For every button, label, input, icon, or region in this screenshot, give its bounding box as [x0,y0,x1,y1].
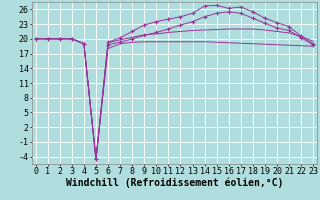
X-axis label: Windchill (Refroidissement éolien,°C): Windchill (Refroidissement éolien,°C) [66,178,283,188]
